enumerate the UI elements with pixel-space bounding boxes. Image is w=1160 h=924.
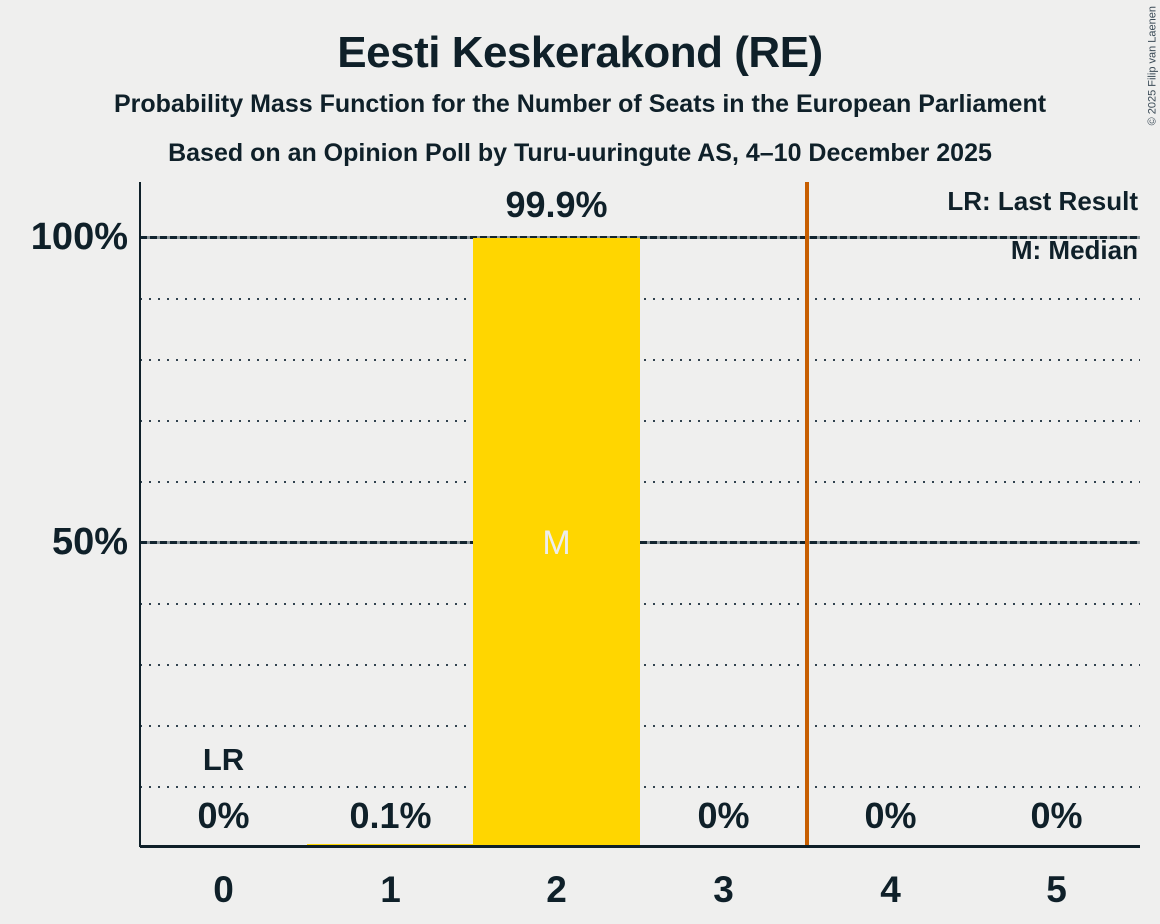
gridline-30 [140, 664, 1140, 666]
gridline-100 [140, 236, 1140, 239]
lr-marker-label: LR [202, 742, 245, 777]
x-axis-line [140, 845, 1140, 848]
legend-median: M: Median [1010, 235, 1138, 265]
gridline-80 [140, 359, 1140, 361]
x-axis-label-0: 0 [213, 869, 234, 910]
poll-info: Based on an Opinion Poll by Turu-uuringu… [168, 139, 992, 167]
x-axis-label-4: 4 [880, 869, 901, 910]
majority-threshold-line [805, 182, 809, 845]
y-axis-line [139, 182, 141, 847]
x-axis-label-1: 1 [380, 869, 401, 910]
gridline-20 [140, 725, 1140, 727]
chart-subtitle: Probability Mass Function for the Number… [113, 90, 1047, 118]
y-axis-label-100: 100% [30, 216, 128, 258]
median-marker-label: M [542, 524, 571, 562]
chart-title: Eesti Keskerakond (RE) [337, 28, 823, 77]
value-label-seat-2: 99.9% [505, 184, 608, 225]
x-axis-label-2: 2 [546, 869, 567, 910]
legend-last-result: LR: Last Result [947, 186, 1138, 216]
bar-seat-1 [307, 844, 474, 845]
gridline-70 [140, 420, 1140, 422]
bar-seat-2 [473, 238, 640, 845]
x-axis-label-3: 3 [713, 869, 734, 910]
value-label-seat-4: 0% [864, 795, 917, 836]
gridline-40 [140, 603, 1140, 605]
y-axis-label-50: 50% [51, 521, 128, 563]
gridline-10 [140, 786, 1140, 788]
value-label-seat-3: 0% [697, 795, 750, 836]
x-axis-label-5: 5 [1046, 869, 1067, 910]
value-label-seat-0: 0% [197, 795, 250, 836]
value-label-seat-5: 0% [1030, 795, 1083, 836]
value-label-seat-1: 0.1% [349, 795, 432, 836]
copyright-notice: © 2025 Filip van Laenen [1146, 6, 1158, 126]
gridline-90 [140, 298, 1140, 300]
gridline-50 [140, 541, 1140, 544]
gridline-60 [140, 481, 1140, 483]
